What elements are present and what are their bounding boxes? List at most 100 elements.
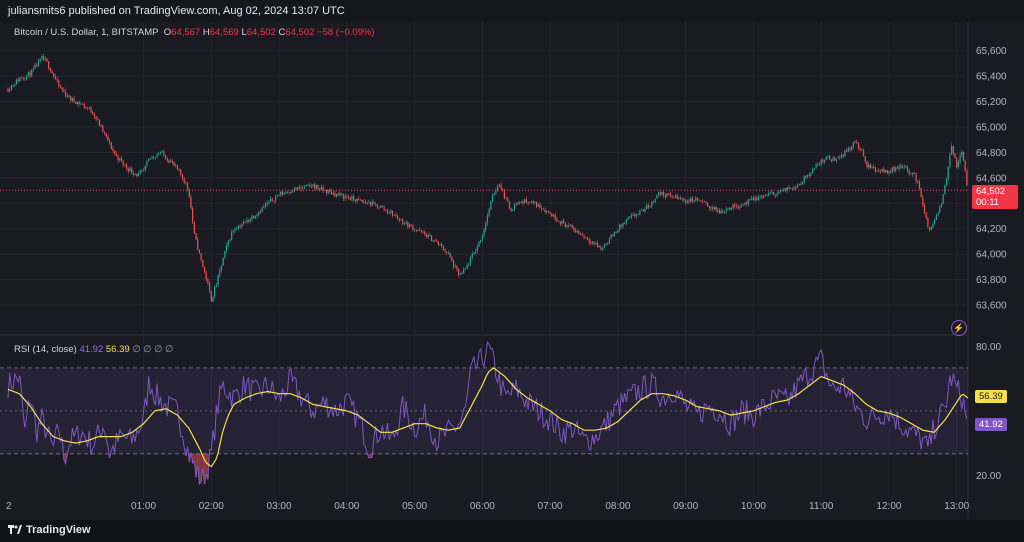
candle-body [576,231,578,233]
lightning-icon[interactable]: ⚡ [951,320,967,336]
candle-body [954,153,956,158]
candle-body [337,193,339,196]
candle-body [854,142,856,143]
candle-body [791,187,793,189]
candle-body [281,191,284,195]
candle-body [15,79,18,85]
candle-body [166,158,168,161]
candle-body [280,191,282,196]
candle-body [923,205,926,214]
candle-body [391,210,394,216]
candle-body [537,203,539,207]
chart-area[interactable] [0,22,1024,520]
candle-body [405,222,407,224]
candle-body [635,214,638,217]
candle-body [749,199,751,201]
candle-body [563,220,565,224]
candle-body [788,187,790,189]
candle-body [895,167,897,171]
candle-body [253,216,255,219]
last-price-value: 64,502 [976,186,1006,197]
candle-body [436,240,438,242]
rsi-tag: 41.92 [975,418,1007,431]
candle-body [98,119,101,126]
price-tick-label: 63,800 [976,275,1007,286]
candle-body [112,148,114,151]
candle-body [156,154,158,158]
price-tick-label: 64,000 [976,250,1007,261]
candle-body [249,219,251,222]
candle-body [339,193,341,196]
candle-body [717,210,719,212]
candle-body [127,168,129,172]
candle-body [469,258,472,265]
candle-body [359,199,361,201]
candle-body [200,252,202,260]
candle-body [461,272,463,274]
candle-body [698,199,700,201]
time-tick-label: 07:00 [538,501,563,512]
candle-body [456,266,458,270]
candle-body [801,181,804,185]
candle-body [122,160,124,165]
price-tick-label: 65,200 [976,97,1007,108]
price-tick-label: 65,400 [976,72,1007,83]
candle-body [292,191,294,193]
candle-body [581,234,583,236]
candle-body [429,235,431,236]
candle-body [481,235,483,241]
candle-body [747,199,749,204]
candle-body [617,229,619,233]
candle-body [869,164,871,169]
candle-body [207,279,209,284]
candle-body [102,125,104,132]
low-label: L [241,27,247,38]
candle-body [131,168,133,173]
candle-body [142,170,145,172]
candle-body [724,211,726,213]
candle-body [961,151,963,156]
candle-body [63,89,65,92]
candle-body [476,246,478,252]
candle-body [520,201,522,204]
candle-body [105,133,107,137]
candle-body [602,247,604,250]
candle-body [624,222,626,224]
candle-body [388,212,390,214]
candle-body [957,161,959,168]
candle-body [673,196,675,198]
candle-body [37,60,40,67]
candle-body [508,200,511,208]
candle-body [525,199,527,202]
candle-body [583,235,585,238]
candle-body [278,195,280,196]
candle-body [871,166,873,169]
candle-body [137,173,140,177]
candle-body [554,214,556,220]
candle-body [227,240,229,246]
candle-body [785,188,787,191]
candle-body [29,72,31,77]
candle-body [937,212,939,216]
candle-body [552,214,555,217]
candle-body [175,165,177,167]
candle-body [839,157,841,159]
candle-body [803,176,805,182]
candle-body [224,250,226,258]
candle-body [901,166,904,168]
candle-body [276,195,278,197]
candle-body [119,158,121,161]
candle-body [495,190,497,194]
candle-body [383,207,385,210]
candle-body [920,188,922,198]
candle-body [657,192,660,195]
candle-body [908,171,910,174]
candle-body [883,168,885,173]
candle-body [439,244,441,245]
candle-body [679,197,682,199]
candle-body [114,150,116,155]
candle-body [483,229,485,236]
candle-body [503,189,505,198]
candle-body [76,102,79,105]
